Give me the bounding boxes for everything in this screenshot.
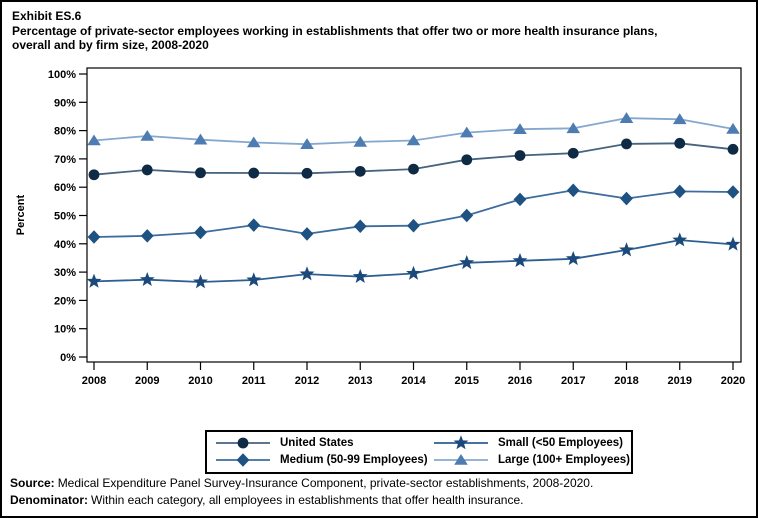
legend-item-medium: Medium (50-99 Employees) <box>215 452 433 468</box>
legend-item-small: Small (<50 Employees) <box>433 435 630 451</box>
source-label: Source: <box>10 476 55 490</box>
series-united-states <box>88 137 739 181</box>
medium-firm-legend-marker <box>216 453 270 467</box>
legend-label-medium: Medium (50-99 Employees) <box>280 454 428 466</box>
small-firm-legend-marker <box>434 435 488 450</box>
legend-label-large: Large (100+ Employees) <box>498 454 630 466</box>
exhibit-number: Exhibit ES.6 <box>12 9 82 23</box>
legend-label-small: Small (<50 Employees) <box>498 437 623 449</box>
svg-text:2019: 2019 <box>668 375 692 387</box>
legend-item-large: Large (100+ Employees) <box>433 452 630 468</box>
svg-text:80%: 80% <box>54 126 76 138</box>
source-text: Medical Expenditure Panel Survey-Insuran… <box>57 476 594 490</box>
svg-text:2009: 2009 <box>135 375 159 387</box>
svg-text:100%: 100% <box>48 69 76 81</box>
series-small-50-employees <box>86 232 741 289</box>
svg-text:10%: 10% <box>54 324 76 336</box>
svg-text:2011: 2011 <box>242 375 266 387</box>
series-large-100-employees <box>87 112 740 149</box>
svg-text:2017: 2017 <box>561 375 585 387</box>
x-axis: 2008 2009 2010 2011 2012 2013 2014 2015 2016 2017… <box>82 362 745 387</box>
svg-text:2020: 2020 <box>721 375 745 387</box>
denominator-label: Denominator: <box>10 493 88 507</box>
svg-text:2015: 2015 <box>455 375 479 387</box>
svg-text:2016: 2016 <box>508 375 532 387</box>
united-states-legend-marker <box>216 437 270 449</box>
large-firm-legend-marker <box>434 454 488 465</box>
chart-title-line-2: overall and by firm size, 2008-2020 <box>12 38 209 52</box>
svg-text:2014: 2014 <box>401 375 426 387</box>
svg-text:2012: 2012 <box>295 375 319 387</box>
legend-item-united-states: United States <box>215 435 433 451</box>
chart-title-block: Exhibit ES.6 Percentage of private-secto… <box>12 9 658 53</box>
svg-text:40%: 40% <box>54 239 76 251</box>
svg-text:0%: 0% <box>60 352 76 364</box>
chart-footnotes: Source: Medical Expenditure Panel Survey-… <box>10 475 593 509</box>
svg-text:2008: 2008 <box>82 375 106 387</box>
svg-text:50%: 50% <box>54 211 76 223</box>
y-axis: 0% 10% 20% 30% 40% 50% 60% 70% 80% 90% 100% Percent <box>15 69 87 364</box>
svg-text:2013: 2013 <box>348 375 372 387</box>
source-note: Source: Medical Expenditure Panel Survey-… <box>10 475 593 492</box>
svg-text:90%: 90% <box>54 97 76 109</box>
svg-text:30%: 30% <box>54 267 76 279</box>
svg-text:Percent: Percent <box>15 194 27 235</box>
svg-text:20%: 20% <box>54 295 76 307</box>
legend-label-united-states: United States <box>280 437 354 449</box>
series-medium-50-99-employees <box>87 183 740 244</box>
svg-text:2010: 2010 <box>188 375 212 387</box>
chart-title-line-1: Percentage of private-sector employees w… <box>12 23 658 38</box>
denominator-text: Within each category, all employees in e… <box>91 493 524 507</box>
axes <box>86 67 742 363</box>
denominator-note: Denominator: Within each category, all em… <box>10 492 593 509</box>
svg-text:60%: 60% <box>54 182 76 194</box>
svg-text:70%: 70% <box>54 154 76 166</box>
svg-text:2018: 2018 <box>614 375 638 387</box>
chart-legend: United States Small (<50 Employees) Medi… <box>205 430 633 474</box>
